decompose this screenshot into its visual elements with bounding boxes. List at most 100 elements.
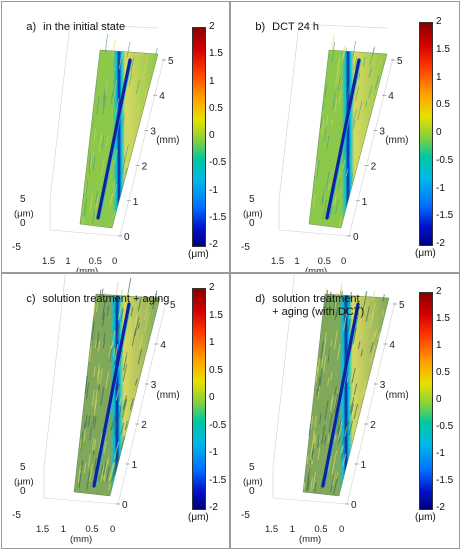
surface-streak bbox=[362, 57, 366, 68]
z-tick-label: 5 bbox=[20, 462, 26, 473]
surface-streak bbox=[360, 69, 365, 87]
colorbar-tick-label: -1.5 bbox=[436, 475, 454, 486]
surface-streak bbox=[128, 73, 134, 91]
surface-streak bbox=[337, 70, 341, 87]
surface-streak bbox=[95, 84, 97, 91]
surface-streak bbox=[93, 457, 97, 471]
surface-streak bbox=[102, 340, 105, 349]
surface-streak bbox=[306, 454, 309, 464]
axis-box-edge bbox=[49, 23, 159, 230]
surface-streak bbox=[309, 459, 312, 469]
surface-streak bbox=[129, 127, 134, 140]
surface-streak bbox=[108, 463, 114, 481]
axis-box-edge bbox=[43, 274, 66, 498]
surface-streak bbox=[363, 388, 366, 396]
surface-streak bbox=[344, 420, 350, 437]
surface-streak bbox=[349, 173, 354, 185]
surface-streak bbox=[321, 189, 325, 206]
surface-streak bbox=[118, 54, 123, 70]
surface-streak bbox=[317, 376, 321, 392]
surface-streak bbox=[114, 301, 118, 313]
axis-box-edge bbox=[348, 57, 394, 237]
surface-streak bbox=[356, 125, 360, 134]
surface-streak bbox=[103, 292, 106, 302]
surface-streak bbox=[89, 464, 94, 482]
surface-streak bbox=[381, 310, 385, 317]
surface-streak bbox=[78, 472, 82, 489]
surface-streak bbox=[314, 415, 317, 428]
y-tick-label: 0 bbox=[124, 232, 130, 243]
x-tick-label: 0.5 bbox=[85, 524, 98, 535]
surface-streak bbox=[123, 294, 128, 307]
surface-streak bbox=[111, 466, 116, 482]
surface-streak bbox=[311, 453, 314, 465]
panel-a: 0 1 2 3 4 5 (mm) 1.5 1 0.5 0 (mm) 5 0 -5 (μm) a) in the … bbox=[1, 1, 230, 273]
surface-streak bbox=[95, 294, 99, 312]
surface-streak bbox=[315, 160, 318, 168]
surface-streak bbox=[85, 181, 89, 196]
surface-streak bbox=[355, 86, 360, 102]
surface-streak bbox=[318, 435, 321, 444]
y-tick-label: 5 bbox=[168, 56, 174, 67]
surface-plot-d: 0 1 2 3 4 5 (mm) 1.5 1 0.5 0 (mm) 5 0 -5 (μm) bbox=[241, 274, 409, 545]
x-tick-label: 1 bbox=[294, 256, 299, 267]
surface-streak bbox=[337, 179, 341, 191]
surface-plot-b: 0 1 2 3 4 5 (mm) 1.5 1 0.5 0 (mm) 5 0 -5 (μm) bbox=[241, 23, 409, 272]
x-tick-label: 0.5 bbox=[314, 524, 327, 535]
surface-streak bbox=[98, 433, 103, 451]
colorbar-tick-label: -1 bbox=[209, 184, 218, 196]
surface-streak bbox=[108, 346, 112, 359]
surface-streak bbox=[323, 435, 327, 445]
surface-streak bbox=[105, 81, 108, 94]
surface-streak bbox=[128, 72, 133, 86]
surface-streak bbox=[89, 346, 92, 362]
groove-edge bbox=[99, 59, 133, 219]
surface-streak bbox=[327, 456, 332, 472]
panel-title-text-a: in the initial state bbox=[43, 21, 126, 33]
colorbar-tick-label: -0.5 bbox=[436, 154, 454, 166]
axis-box bbox=[272, 274, 396, 505]
x-tick-label: 0.5 bbox=[318, 256, 331, 267]
surface-streak bbox=[93, 439, 97, 451]
surface-streak bbox=[114, 344, 119, 361]
z-unit-label: (μm) bbox=[14, 208, 34, 219]
colorbar-tick-label: 0.5 bbox=[436, 99, 450, 111]
colorbar-tick-label: 0 bbox=[436, 394, 442, 405]
surface-streak bbox=[106, 305, 110, 317]
surface-streak bbox=[130, 57, 135, 72]
panel-title-text-d: solution treatment + aging (with DCT) bbox=[272, 293, 365, 318]
surface-streak bbox=[103, 475, 107, 482]
surface-streak bbox=[358, 139, 364, 156]
surface-streak bbox=[374, 75, 380, 89]
surface-streak bbox=[88, 162, 91, 170]
groove bbox=[92, 302, 131, 488]
surface-streak bbox=[333, 393, 339, 413]
surface-streak bbox=[362, 291, 368, 311]
surface-streak bbox=[321, 425, 326, 444]
surface-streak bbox=[343, 305, 347, 321]
y-tick-label: 4 bbox=[389, 340, 395, 351]
surface-streak bbox=[113, 441, 120, 460]
surface-streak bbox=[355, 89, 360, 105]
axis-box-edge bbox=[278, 23, 388, 230]
x-tick-label: 1.5 bbox=[36, 524, 49, 535]
colorbar-tick-label: -1.5 bbox=[209, 474, 227, 486]
y-unit-label: (mm) bbox=[156, 390, 179, 401]
surface-streak bbox=[113, 80, 118, 98]
surface-streak bbox=[103, 441, 107, 454]
surface-streak bbox=[353, 403, 359, 420]
panel-tag-d: d) bbox=[255, 293, 266, 305]
surface-streak bbox=[341, 435, 345, 446]
surface-streak bbox=[144, 52, 150, 69]
surface-streak bbox=[89, 193, 94, 213]
surface-streak bbox=[113, 454, 120, 474]
surface-streak bbox=[333, 329, 338, 350]
surface-streak bbox=[347, 79, 352, 96]
surface-streak bbox=[110, 96, 113, 105]
surface-streak bbox=[102, 95, 107, 116]
colorbar-tick-label: -1.5 bbox=[209, 211, 227, 223]
surface-streak bbox=[320, 479, 324, 490]
surface-streak bbox=[372, 46, 376, 55]
surface-streak bbox=[313, 482, 317, 493]
